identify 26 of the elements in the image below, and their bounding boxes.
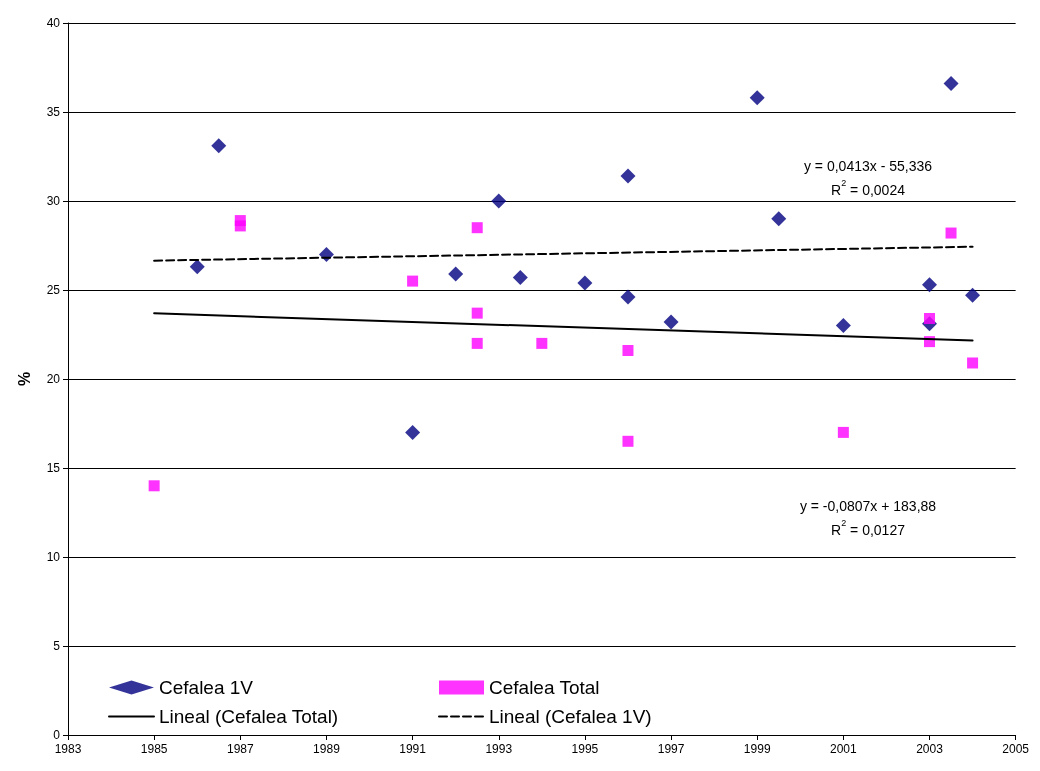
x-tick-label: 1989 — [313, 742, 341, 756]
legend-label: Cefalea Total — [489, 677, 600, 698]
x-tick-label: 1987 — [226, 742, 254, 756]
y-tick-label: 15 — [46, 461, 61, 475]
y-tick-label: 5 — [53, 639, 61, 653]
y-tick-label: 25 — [46, 283, 61, 297]
x-tick-label: 2001 — [830, 742, 858, 756]
y-tick-label: 30 — [46, 194, 61, 208]
x-tick-label: 1995 — [571, 742, 599, 756]
y-tick-label: 35 — [46, 105, 61, 119]
y-tick-label: 20 — [46, 372, 61, 386]
x-tick-label: 2003 — [916, 742, 944, 756]
y-tick-label: 0 — [53, 728, 61, 742]
x-tick-label: 1999 — [743, 742, 771, 756]
x-tick-label: 1993 — [485, 742, 513, 756]
y-axis-title: % — [15, 371, 33, 387]
legend-label: Cefalea 1V — [159, 677, 254, 698]
x-tick-label: 2005 — [1002, 742, 1030, 756]
y-tick-label: 40 — [46, 16, 61, 30]
y-tick-label: 10 — [46, 550, 61, 564]
legend-label: Lineal (Cefalea Total) — [159, 706, 339, 727]
x-tick-label: 1983 — [54, 742, 82, 756]
x-tick-label: 1991 — [399, 742, 427, 756]
x-tick-label: 1997 — [657, 742, 685, 756]
x-tick-label: 1985 — [140, 742, 168, 756]
legend-label: Lineal (Cefalea 1V) — [489, 706, 652, 727]
